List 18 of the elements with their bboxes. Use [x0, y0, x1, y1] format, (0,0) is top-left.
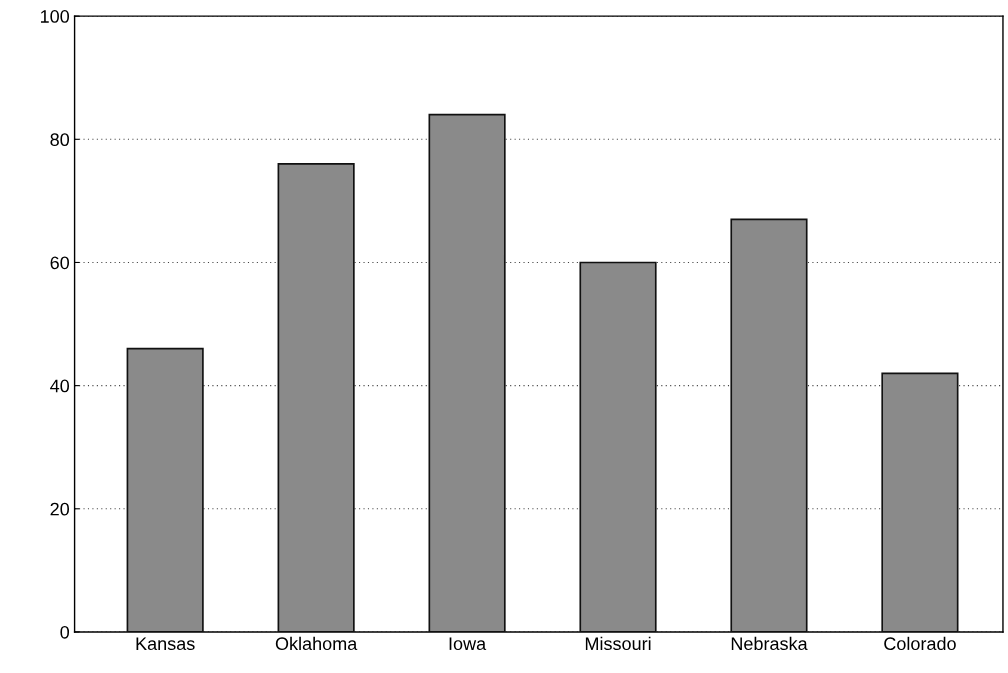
x-tick-label: Nebraska: [731, 636, 808, 651]
y-tick-label: 60: [50, 256, 70, 270]
y-tick-label: 20: [50, 502, 70, 516]
bar: [277, 163, 355, 632]
y-tick-label: 40: [50, 379, 70, 393]
x-tick-label: Colorado: [884, 636, 956, 651]
bar: [126, 347, 204, 632]
bar: [428, 113, 506, 632]
bar: [579, 261, 657, 632]
x-tick-label: Iowa: [449, 637, 487, 651]
y-tick-label: 80: [50, 133, 70, 147]
bar: [730, 218, 808, 632]
y-tick-label: 100: [40, 10, 70, 23]
y-tick-label: 0: [60, 625, 70, 639]
x-tick-label: Oklahoma: [275, 636, 358, 651]
bar: [881, 372, 959, 632]
x-tick-label: Kansas: [136, 637, 195, 651]
x-tick-label: Missouri: [585, 636, 651, 651]
